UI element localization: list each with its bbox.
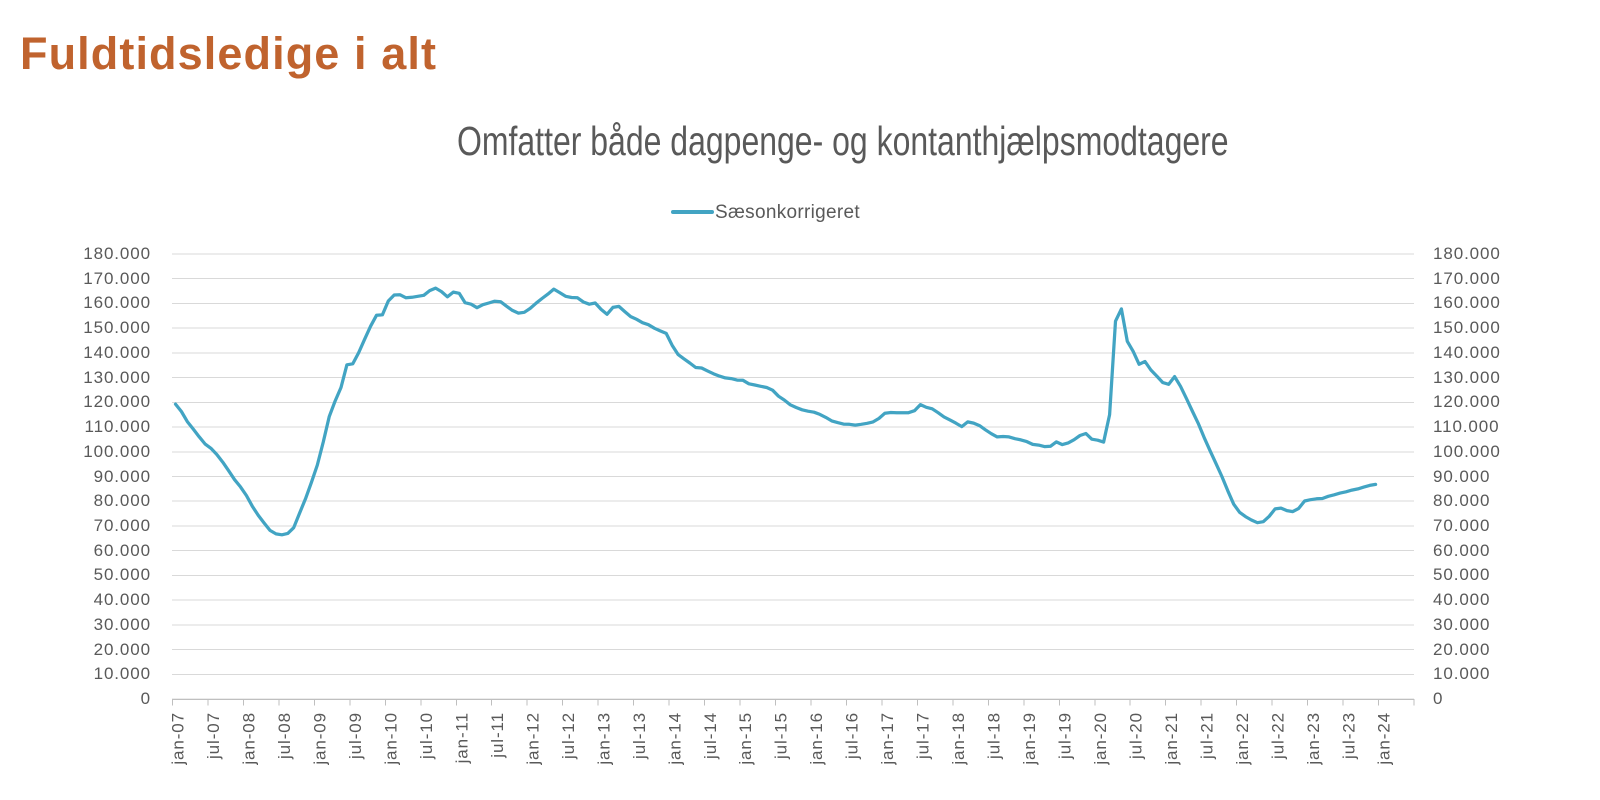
svg-text:jan-13: jan-13 (594, 712, 613, 766)
svg-text:jul-18: jul-18 (985, 712, 1004, 760)
svg-text:jan-21: jan-21 (1162, 712, 1181, 766)
svg-text:jan-07: jan-07 (169, 712, 188, 766)
svg-text:jul-15: jul-15 (772, 712, 791, 760)
svg-text:jan-14: jan-14 (665, 712, 684, 766)
svg-text:jul-16: jul-16 (843, 712, 862, 760)
svg-text:jul-17: jul-17 (914, 712, 933, 760)
svg-text:jan-09: jan-09 (311, 712, 330, 766)
svg-text:jan-08: jan-08 (240, 712, 259, 766)
svg-text:jul-13: jul-13 (630, 712, 649, 760)
svg-text:jan-15: jan-15 (736, 712, 755, 766)
svg-text:jul-10: jul-10 (417, 712, 436, 760)
svg-text:jan-12: jan-12 (523, 712, 542, 766)
svg-text:jul-22: jul-22 (1268, 712, 1287, 760)
svg-text:jul-23: jul-23 (1339, 712, 1358, 760)
svg-text:jul-08: jul-08 (275, 712, 294, 760)
svg-text:jan-22: jan-22 (1233, 712, 1252, 766)
svg-text:jan-23: jan-23 (1304, 712, 1323, 766)
svg-text:jan-16: jan-16 (807, 712, 826, 766)
svg-text:jul-21: jul-21 (1197, 712, 1216, 760)
svg-text:jan-20: jan-20 (1091, 712, 1110, 766)
svg-text:jul-19: jul-19 (1056, 712, 1075, 760)
svg-text:jul-12: jul-12 (559, 712, 578, 760)
svg-text:jan-24: jan-24 (1375, 712, 1394, 766)
svg-text:jan-19: jan-19 (1020, 712, 1039, 766)
svg-text:jan-10: jan-10 (382, 712, 401, 766)
svg-text:jul-07: jul-07 (204, 712, 223, 760)
svg-text:jul-11: jul-11 (488, 712, 507, 759)
svg-text:jan-17: jan-17 (878, 712, 897, 766)
svg-text:jan-18: jan-18 (949, 712, 968, 766)
svg-text:jul-20: jul-20 (1126, 712, 1145, 760)
svg-text:jul-09: jul-09 (346, 712, 365, 760)
svg-text:jan-11: jan-11 (453, 712, 472, 764)
svg-text:jul-14: jul-14 (701, 712, 720, 760)
